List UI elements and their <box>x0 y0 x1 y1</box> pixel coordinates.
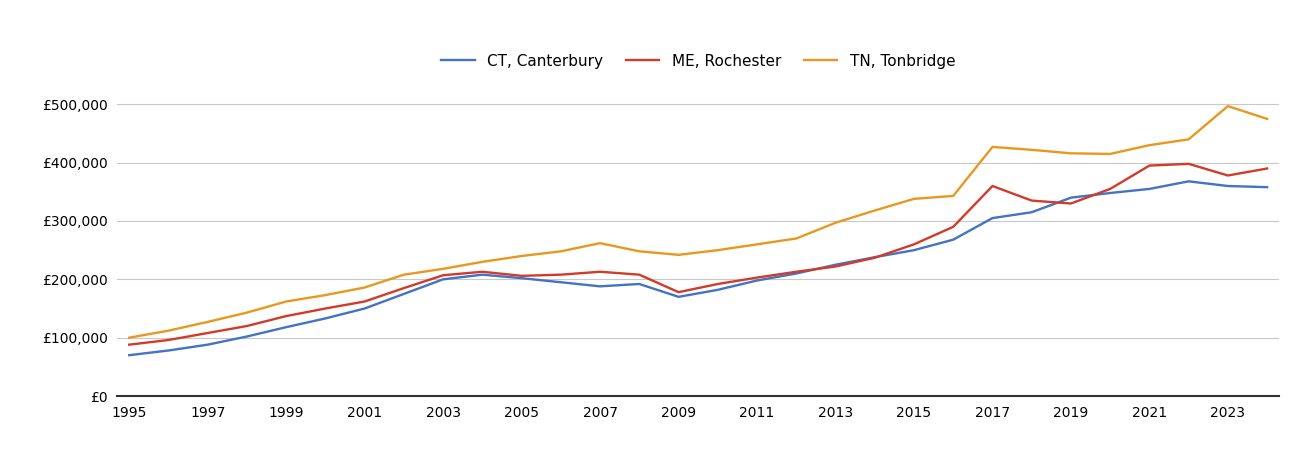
ME, Rochester <box>514 273 530 279</box>
TN, Tonbridge <box>278 299 294 304</box>
ME, Rochester <box>356 299 372 304</box>
CT, Canterbury <box>1103 190 1118 196</box>
CT, Canterbury <box>671 294 686 300</box>
CT, Canterbury <box>906 248 921 253</box>
CT, Canterbury <box>161 348 176 353</box>
ME, Rochester <box>945 224 960 230</box>
CT, Canterbury <box>1181 179 1197 184</box>
ME, Rochester <box>1142 163 1158 168</box>
Line: ME, Rochester: ME, Rochester <box>129 164 1267 345</box>
CT, Canterbury <box>945 237 960 243</box>
TN, Tonbridge <box>356 285 372 290</box>
ME, Rochester <box>1103 186 1118 192</box>
TN, Tonbridge <box>1142 143 1158 148</box>
CT, Canterbury <box>788 271 804 276</box>
Legend: CT, Canterbury, ME, Rochester, TN, Tonbridge: CT, Canterbury, ME, Rochester, TN, Tonbr… <box>435 48 962 75</box>
ME, Rochester <box>985 183 1001 189</box>
CT, Canterbury <box>436 277 452 282</box>
CT, Canterbury <box>395 291 411 297</box>
CT, Canterbury <box>514 275 530 281</box>
ME, Rochester <box>827 264 843 269</box>
ME, Rochester <box>436 273 452 278</box>
Line: CT, Canterbury: CT, Canterbury <box>129 181 1267 355</box>
TN, Tonbridge <box>121 335 137 340</box>
ME, Rochester <box>749 275 765 280</box>
ME, Rochester <box>1024 198 1040 203</box>
TN, Tonbridge <box>1220 104 1236 109</box>
CT, Canterbury <box>985 216 1001 221</box>
TN, Tonbridge <box>514 253 530 259</box>
ME, Rochester <box>317 306 333 311</box>
CT, Canterbury <box>121 352 137 358</box>
CT, Canterbury <box>827 262 843 267</box>
ME, Rochester <box>395 285 411 291</box>
TN, Tonbridge <box>749 242 765 247</box>
ME, Rochester <box>200 330 215 336</box>
CT, Canterbury <box>475 272 491 277</box>
TN, Tonbridge <box>1024 147 1040 153</box>
ME, Rochester <box>671 289 686 295</box>
TN, Tonbridge <box>395 272 411 277</box>
CT, Canterbury <box>1064 195 1079 200</box>
ME, Rochester <box>1220 173 1236 178</box>
CT, Canterbury <box>1220 183 1236 189</box>
ME, Rochester <box>906 242 921 247</box>
TN, Tonbridge <box>1064 151 1079 156</box>
TN, Tonbridge <box>788 236 804 241</box>
CT, Canterbury <box>356 306 372 311</box>
TN, Tonbridge <box>710 248 726 253</box>
ME, Rochester <box>867 255 882 261</box>
CT, Canterbury <box>1142 186 1158 192</box>
ME, Rochester <box>710 281 726 287</box>
CT, Canterbury <box>592 284 608 289</box>
TN, Tonbridge <box>239 310 254 315</box>
CT, Canterbury <box>632 281 647 287</box>
CT, Canterbury <box>200 342 215 347</box>
ME, Rochester <box>788 269 804 274</box>
ME, Rochester <box>1181 161 1197 166</box>
ME, Rochester <box>632 272 647 277</box>
TN, Tonbridge <box>475 259 491 265</box>
Line: TN, Tonbridge: TN, Tonbridge <box>129 106 1267 338</box>
TN, Tonbridge <box>161 328 176 333</box>
TN, Tonbridge <box>553 249 569 254</box>
ME, Rochester <box>553 272 569 277</box>
CT, Canterbury <box>1259 184 1275 190</box>
ME, Rochester <box>475 269 491 274</box>
TN, Tonbridge <box>945 193 960 198</box>
TN, Tonbridge <box>985 144 1001 149</box>
TN, Tonbridge <box>906 196 921 202</box>
TN, Tonbridge <box>1103 151 1118 157</box>
TN, Tonbridge <box>827 220 843 225</box>
CT, Canterbury <box>239 334 254 339</box>
ME, Rochester <box>1064 201 1079 206</box>
ME, Rochester <box>1259 166 1275 171</box>
TN, Tonbridge <box>592 240 608 246</box>
CT, Canterbury <box>749 278 765 283</box>
TN, Tonbridge <box>436 266 452 271</box>
CT, Canterbury <box>317 316 333 321</box>
CT, Canterbury <box>553 279 569 285</box>
ME, Rochester <box>239 323 254 328</box>
TN, Tonbridge <box>867 208 882 213</box>
CT, Canterbury <box>710 287 726 292</box>
TN, Tonbridge <box>317 292 333 298</box>
TN, Tonbridge <box>632 249 647 254</box>
ME, Rochester <box>592 269 608 274</box>
TN, Tonbridge <box>671 252 686 257</box>
ME, Rochester <box>121 342 137 347</box>
CT, Canterbury <box>867 254 882 260</box>
CT, Canterbury <box>1024 210 1040 215</box>
ME, Rochester <box>161 338 176 343</box>
TN, Tonbridge <box>1259 116 1275 122</box>
CT, Canterbury <box>278 324 294 330</box>
ME, Rochester <box>278 313 294 319</box>
TN, Tonbridge <box>200 319 215 324</box>
TN, Tonbridge <box>1181 137 1197 142</box>
